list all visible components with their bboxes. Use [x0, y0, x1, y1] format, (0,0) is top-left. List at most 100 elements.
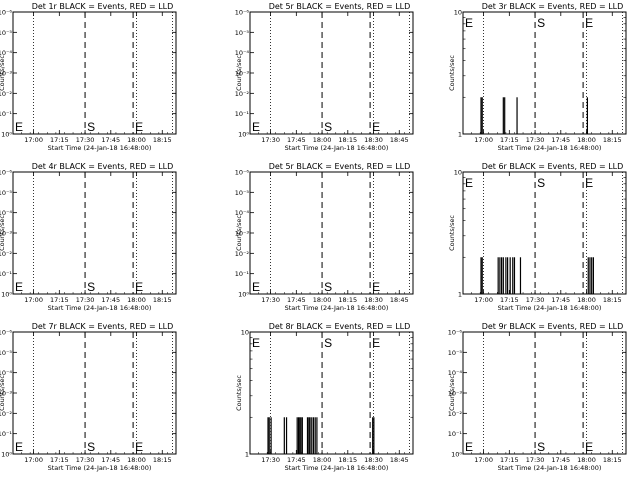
y-tick-label: 10⁰ [1, 131, 12, 139]
x-tick-label: 18:15 [338, 136, 357, 144]
plot-frame [249, 171, 414, 295]
y-tick-label: 10⁻⁴ [235, 209, 250, 217]
event-marker-s: S [324, 336, 332, 350]
x-tick-label: 18:00 [127, 136, 146, 144]
x-tick-label: 17:15 [50, 456, 69, 464]
x-tick-label: 17:30 [76, 136, 95, 144]
panel-title: Det 9r BLACK = Events, RED = LLD [482, 322, 624, 331]
x-tick-label: 17:30 [76, 296, 95, 304]
y-axis-label: Counts/sec [0, 375, 6, 411]
panel-title: Det 3r BLACK = Events, RED = LLD [482, 2, 624, 11]
y-tick-label: 10⁻⁵ [0, 189, 12, 197]
event-marker-e: E [465, 16, 473, 30]
plot-frame [12, 171, 177, 295]
y-tick-label: 10⁰ [238, 131, 249, 139]
y-tick-label: 10⁻⁴ [0, 369, 12, 377]
y-axis-label: Counts/sec [235, 55, 243, 91]
x-tick-label: 17:30 [526, 136, 545, 144]
plot-frame [12, 331, 177, 455]
y-tick-label: 10⁻² [0, 410, 12, 418]
y-tick-label: 10⁰ [1, 451, 12, 459]
event-marker-s: S [537, 176, 545, 190]
plot-frame [12, 11, 177, 135]
y-tick-label: 1 [245, 451, 249, 459]
y-tick-label: 10⁻³ [235, 70, 250, 78]
panel-title: Det 5r BLACK = Events, RED = LLD [269, 2, 411, 11]
y-tick-label: 10⁻⁶ [0, 169, 12, 177]
x-axis-label: Start Time (24-Jan-18 16:48:00) [48, 304, 152, 312]
event-marker-e: E [135, 120, 143, 134]
panel-title: Det 8r BLACK = Events, RED = LLD [269, 322, 411, 331]
panel-det-7r-7: Det 7r BLACK = Events, RED = LLD Counts/s… [0, 322, 177, 472]
event-marker-e: E [15, 280, 23, 294]
y-tick-label: 10⁻³ [0, 390, 12, 398]
y-tick-label: 10⁻² [0, 90, 12, 98]
panel-title: Det 4r BLACK = Events, RED = LLD [32, 162, 174, 171]
y-tick-label: 10⁻⁶ [0, 329, 12, 337]
y-axis-label: Counts/sec [235, 375, 243, 411]
y-tick-label: 10⁻² [448, 410, 463, 418]
event-marker-e: E [465, 176, 473, 190]
x-tick-label: 18:00 [577, 296, 596, 304]
y-tick-label: 10⁻⁵ [235, 29, 250, 37]
panel-det-3r-3: Det 3r BLACK = Events, RED = LLD Counts/s… [448, 2, 627, 152]
x-tick-label: 18:15 [153, 456, 172, 464]
y-tick-label: 10⁻³ [235, 230, 250, 238]
event-marker-s: S [537, 440, 545, 454]
x-tick-label: 18:15 [603, 136, 622, 144]
y-tick-label: 10⁻⁴ [0, 49, 12, 57]
plot-frame [249, 11, 414, 135]
event-marker-e: E [252, 120, 260, 134]
x-tick-label: 18:30 [364, 136, 383, 144]
x-tick-label: 17:00 [24, 136, 43, 144]
panel-det-5r-2: Det 5r BLACK = Events, RED = LLD Counts/s… [235, 2, 414, 152]
plot-frame [462, 11, 627, 135]
x-tick-label: 17:15 [50, 136, 69, 144]
x-tick-label: 18:15 [603, 456, 622, 464]
event-marker-s: S [87, 120, 95, 134]
event-marker-e: E [372, 280, 380, 294]
y-tick-label: 10⁻¹ [235, 270, 250, 278]
event-marker-s: S [87, 280, 95, 294]
y-tick-label: 10⁻⁴ [235, 49, 250, 57]
y-tick-label: 10⁻⁵ [448, 349, 463, 357]
y-axis-label: Counts/sec [448, 375, 456, 411]
x-tick-label: 18:00 [313, 136, 332, 144]
x-tick-label: 17:30 [261, 136, 280, 144]
x-tick-label: 17:45 [551, 136, 570, 144]
y-tick-label: 10⁻¹ [448, 430, 463, 438]
panel-det-5r-5: Det 5r BLACK = Events, RED = LLD Counts/s… [235, 162, 414, 312]
plot-frame [462, 331, 627, 455]
x-tick-label: 17:00 [24, 456, 43, 464]
panel-det-4r-4: Det 4r BLACK = Events, RED = LLD Counts/s… [0, 162, 177, 312]
panel-title: Det 7r BLACK = Events, RED = LLD [32, 322, 174, 331]
x-tick-label: 17:15 [500, 296, 519, 304]
event-marker-s: S [324, 120, 332, 134]
x-tick-label: 18:45 [390, 296, 409, 304]
event-marker-s: S [537, 16, 545, 30]
x-tick-label: 18:00 [577, 456, 596, 464]
y-tick-label: 10⁻² [0, 250, 12, 258]
x-tick-label: 17:15 [500, 136, 519, 144]
x-tick-label: 17:45 [287, 136, 306, 144]
panel-det-8r-8: Det 8r BLACK = Events, RED = LLD Counts/s… [235, 322, 414, 472]
plot-frame [249, 331, 414, 455]
x-tick-label: 18:15 [153, 296, 172, 304]
panel-det-9r-9: Det 9r BLACK = Events, RED = LLD Counts/s… [448, 322, 627, 472]
x-tick-label: 18:45 [390, 456, 409, 464]
y-tick-label: 10⁰ [451, 451, 462, 459]
y-tick-label: 10⁻⁵ [0, 349, 12, 357]
y-axis-label: Counts/sec [448, 55, 456, 91]
x-tick-label: 18:00 [127, 296, 146, 304]
x-tick-label: 17:00 [24, 296, 43, 304]
x-tick-label: 18:00 [127, 456, 146, 464]
x-axis-label: Start Time (24-Jan-18 16:48:00) [498, 304, 602, 312]
y-tick-label: 10⁻⁴ [0, 209, 12, 217]
x-tick-label: 17:00 [474, 136, 493, 144]
y-tick-label: 10⁻¹ [0, 110, 12, 118]
event-marker-e: E [372, 120, 380, 134]
panel-det-1r-1: Det 1r BLACK = Events, RED = LLD Counts/s… [0, 2, 177, 152]
y-axis-label: Counts/sec [448, 215, 456, 251]
x-tick-label: 18:00 [577, 136, 596, 144]
panel-title: Det 1r BLACK = Events, RED = LLD [32, 2, 174, 11]
